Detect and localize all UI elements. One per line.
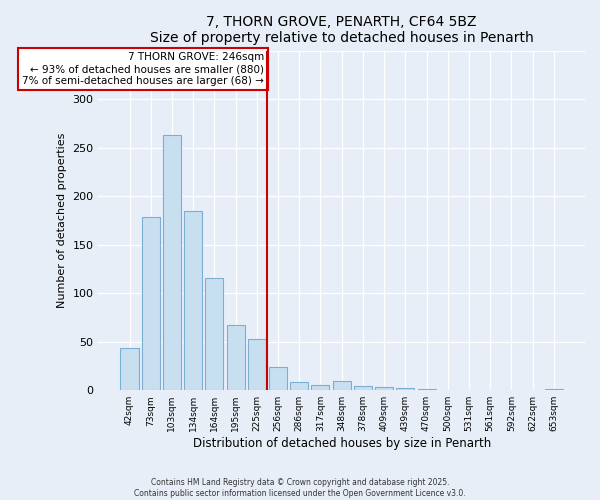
Bar — [332, 382, 351, 390]
Bar — [163, 135, 181, 390]
Text: 7 THORN GROVE: 246sqm
← 93% of detached houses are smaller (880)
7% of semi-deta: 7 THORN GROVE: 246sqm ← 93% of detached … — [22, 52, 264, 86]
Bar — [418, 389, 436, 390]
Text: Contains HM Land Registry data © Crown copyright and database right 2025.
Contai: Contains HM Land Registry data © Crown c… — [134, 478, 466, 498]
Bar — [248, 339, 266, 390]
Bar — [375, 388, 393, 390]
Bar — [354, 386, 372, 390]
Y-axis label: Number of detached properties: Number of detached properties — [57, 132, 67, 308]
Bar — [311, 386, 329, 390]
Bar — [269, 367, 287, 390]
Bar — [121, 348, 139, 390]
Bar — [205, 278, 223, 390]
X-axis label: Distribution of detached houses by size in Penarth: Distribution of detached houses by size … — [193, 437, 491, 450]
Bar — [290, 382, 308, 390]
Bar — [545, 389, 563, 390]
Bar — [142, 218, 160, 390]
Title: 7, THORN GROVE, PENARTH, CF64 5BZ
Size of property relative to detached houses i: 7, THORN GROVE, PENARTH, CF64 5BZ Size o… — [150, 15, 533, 45]
Bar — [227, 325, 245, 390]
Bar — [397, 388, 415, 390]
Bar — [184, 210, 202, 390]
